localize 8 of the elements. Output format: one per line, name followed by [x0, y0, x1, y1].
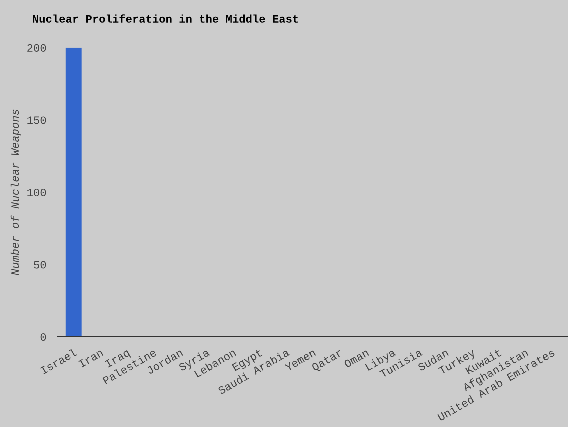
chart-title: Nuclear Proliferation in the Middle East: [33, 14, 298, 23]
y-tick-label: 0: [40, 333, 46, 342]
y-tick-label: 200: [28, 44, 46, 52]
y-tick-label: 100: [28, 188, 46, 196]
y-axis-title: Number of Nuclear Weapons: [10, 110, 22, 276]
x-tick-label: Iran: [78, 349, 104, 368]
y-tick-label: 150: [28, 116, 46, 124]
y-tick-label: 50: [34, 261, 46, 269]
